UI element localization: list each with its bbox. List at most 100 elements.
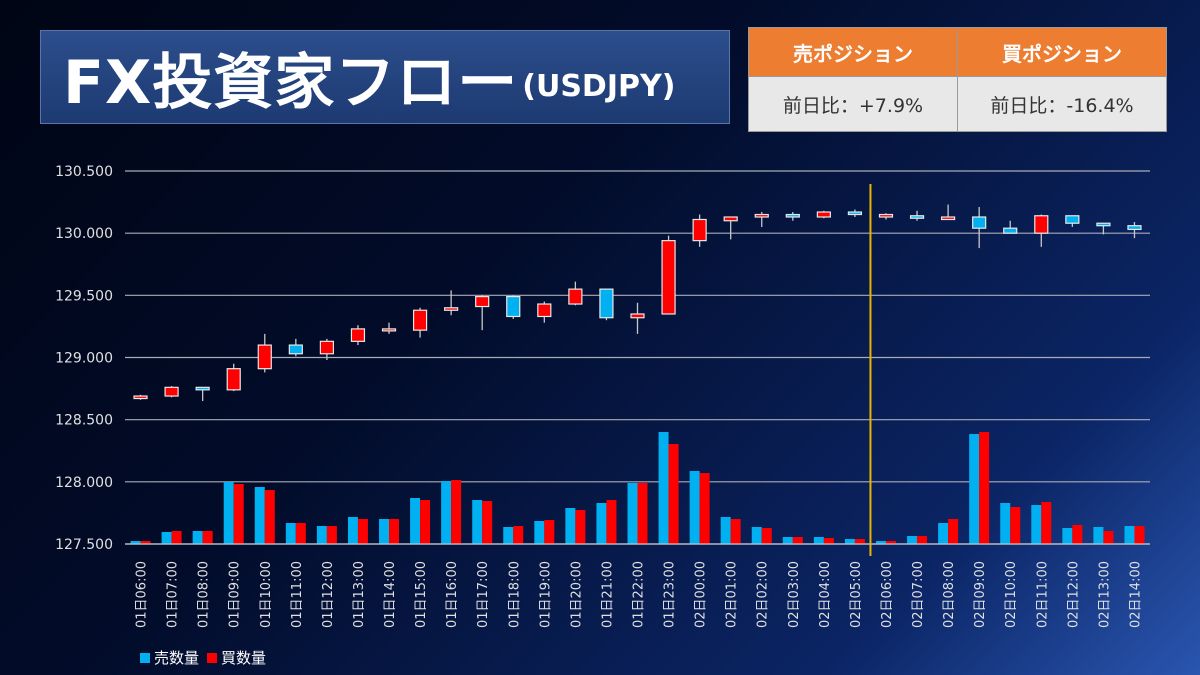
sell-volume-bar [316, 526, 327, 544]
sell-volume-bar [596, 503, 607, 544]
x-tick-label: 02日07:00 [911, 561, 926, 628]
sell-volume-bar [658, 432, 669, 544]
x-tick-label: 01日23:00 [663, 561, 678, 628]
legend-swatch-buy [207, 652, 218, 663]
candle-body [257, 344, 272, 370]
candle-body [319, 340, 334, 355]
candle-body [661, 240, 676, 315]
sell-volume-bar [969, 434, 980, 544]
x-tick-label: 02日12:00 [1066, 561, 1081, 628]
candle-body [785, 213, 800, 218]
candle-body [878, 213, 894, 218]
candle-body [195, 386, 210, 391]
candle-body [847, 211, 863, 216]
x-tick-label: 02日01:00 [725, 561, 740, 628]
y-tick-label: 127.500 [55, 537, 113, 553]
sell-volume-bar [1000, 503, 1011, 544]
x-tick-label: 01日22:00 [632, 561, 647, 628]
candle-body [164, 386, 179, 397]
sell-volume-bar [472, 500, 483, 544]
buy-volume-bar [637, 483, 648, 544]
x-tick-label: 02日11:00 [1035, 561, 1050, 628]
x-tick-label: 02日06:00 [880, 561, 895, 628]
x-tick-label: 01日17:00 [476, 561, 491, 628]
x-tick-label: 01日08:00 [197, 561, 212, 628]
page-title: FX投資家フロー [63, 47, 519, 118]
x-tick-label: 01日12:00 [321, 561, 336, 628]
x-tick-label: 01日19:00 [538, 561, 553, 628]
x-tick-label: 01日18:00 [507, 561, 522, 628]
sell-volume-bar [844, 539, 855, 544]
x-tick-label: 01日20:00 [569, 561, 584, 628]
candle-body [1096, 222, 1111, 227]
sell-volume-bar [254, 487, 265, 544]
candle-body [475, 295, 490, 308]
position-table: 売ポジション 買ポジション 前日比：+7.9% 前日比：-16.4% [748, 27, 1167, 132]
sell-volume-bar [1031, 505, 1042, 544]
sell-volume-bar [782, 537, 793, 544]
x-tick-label: 02日00:00 [694, 561, 709, 628]
candle-body [1034, 215, 1049, 234]
sell-volume-bar [130, 541, 141, 544]
sell-volume-bar [565, 508, 576, 544]
sell-volume-bar [192, 531, 203, 544]
sell-volume-bar [689, 471, 700, 544]
candle-body [723, 216, 738, 222]
x-tick-label: 02日10:00 [1004, 561, 1019, 628]
buy-volume-bar [948, 519, 959, 544]
buy-volume-bar [202, 531, 213, 544]
buy-volume-bar [1041, 502, 1052, 544]
legend: 売数量 買数量 [140, 647, 266, 668]
candle-body [412, 309, 428, 331]
candle-body [506, 295, 521, 318]
x-tick-label: 01日16:00 [445, 561, 460, 628]
buy-volume-bar [544, 520, 555, 544]
buy-volume-bar [792, 537, 803, 544]
sell-position-change: 前日比：+7.9% [748, 76, 958, 132]
buy-volume-bar [1134, 526, 1145, 544]
x-tick-label: 01日07:00 [166, 561, 181, 628]
sell-volume-bar [938, 523, 949, 544]
buy-volume-bar [420, 500, 431, 544]
y-tick-label: 128.000 [55, 475, 113, 491]
sell-volume-bar [347, 517, 358, 544]
candle-body [816, 211, 831, 218]
x-tick-label: 02日13:00 [1097, 561, 1112, 628]
buy-volume-bar [389, 519, 400, 544]
sell-volume-bar [503, 527, 514, 544]
y-tick-label: 129.000 [55, 351, 113, 367]
x-tick-label: 02日05:00 [849, 561, 864, 628]
x-tick-label: 02日03:00 [787, 561, 802, 628]
x-tick-label: 02日04:00 [818, 561, 833, 628]
x-tick-label: 01日14:00 [383, 561, 398, 628]
sell-volume-bar [1124, 526, 1135, 544]
candle-body [630, 313, 645, 319]
x-tick-label: 01日21:00 [600, 561, 615, 628]
candle-body [381, 328, 397, 332]
x-tick-label: 02日02:00 [756, 561, 771, 628]
x-tick-label: 01日10:00 [259, 561, 274, 628]
y-tick-label: 129.500 [55, 288, 113, 304]
legend-label-buy: 買数量 [221, 649, 267, 667]
candle-body [288, 344, 303, 355]
sell-volume-bar [720, 517, 731, 544]
legend-swatch-sell [140, 652, 150, 663]
buy-volume-bar [1010, 507, 1021, 544]
x-tick-label: 01日09:00 [228, 561, 243, 628]
buy-volume-bar [823, 538, 834, 544]
buy-volume-bar [606, 500, 617, 544]
sell-volume-bar [410, 498, 421, 544]
buy-volume-bar [482, 501, 493, 544]
candle-body [692, 218, 707, 242]
y-tick-label: 128.500 [55, 413, 113, 429]
sell-position-header: 売ポジション [748, 27, 958, 77]
buy-volume-bar [1072, 525, 1083, 544]
buy-volume-bar [513, 526, 524, 544]
buy-position-change: 前日比：-16.4% [957, 76, 1167, 132]
buy-volume-bar [171, 531, 182, 544]
candle-body [1065, 215, 1080, 224]
buy-volume-bar [1103, 531, 1114, 544]
buy-volume-bar [326, 526, 337, 544]
buy-volume-bar [979, 432, 990, 544]
